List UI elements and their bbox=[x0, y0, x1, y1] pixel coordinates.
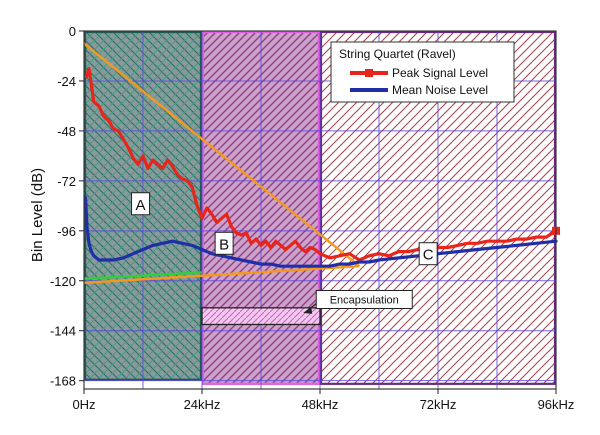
x-tick-label-0hz: 0Hz bbox=[72, 397, 95, 412]
y-tick-label-168: -168 bbox=[50, 374, 76, 389]
legend-label-mean-noise: Mean Noise Level bbox=[392, 83, 488, 97]
overlay-line-upper-bound bbox=[83, 42, 361, 268]
y-tick-label-48: -48 bbox=[57, 124, 76, 139]
legend-marker-peak-signal bbox=[365, 69, 373, 77]
y-tick-label-144: -144 bbox=[50, 324, 76, 339]
legend-title: String Quartet (Ravel) bbox=[339, 47, 456, 61]
annotation-arrowhead-encapsulation bbox=[303, 306, 313, 314]
region-label-a: A bbox=[136, 197, 146, 214]
y-axis-title: Bin Level (dB) bbox=[29, 168, 46, 262]
annotation-box-encapsulation bbox=[201, 307, 321, 326]
y-tick-label-120: -120 bbox=[50, 274, 76, 289]
legend-label-peak-signal: Peak Signal Level bbox=[392, 66, 488, 80]
region-label-box-a bbox=[131, 192, 151, 216]
region-labels: A B C bbox=[131, 192, 438, 266]
y-tick-label-96: -96 bbox=[57, 224, 76, 239]
x-tick-label-96khz: 96kHz bbox=[538, 397, 575, 412]
region-label-box-c bbox=[418, 242, 438, 266]
x-tick-label-48khz: 48kHz bbox=[302, 397, 339, 412]
overlay-line-lower-bound bbox=[83, 264, 360, 285]
y-tick-label-72: -72 bbox=[57, 174, 76, 189]
x-tick-label-72khz: 72kHz bbox=[420, 397, 457, 412]
region-label-box-b bbox=[214, 231, 234, 255]
series-line-mean-noise-level bbox=[83, 195, 558, 268]
y-tick-label-24: -24 bbox=[57, 74, 76, 89]
overlay-line-green-level bbox=[83, 271, 203, 280]
axis-ticks: 0 -24 -48 -72 -96 -120 -144 -168 0Hz 24kHz 48kHz 72… bbox=[50, 24, 574, 412]
legend: String Quartet (Ravel) Peak Signal Level… bbox=[330, 41, 515, 103]
overlay-lines bbox=[83, 42, 361, 285]
region-label-b: B bbox=[219, 236, 229, 253]
region-label-c: C bbox=[423, 247, 434, 264]
y-tick-label-0: 0 bbox=[69, 24, 76, 39]
annotation-label-encapsulation: Encapsulation bbox=[330, 295, 399, 307]
x-tick-label-24khz: 24kHz bbox=[184, 397, 221, 412]
annotations: Encapsulation bbox=[201, 290, 413, 326]
annotation-label-box-encapsulation bbox=[315, 290, 413, 309]
